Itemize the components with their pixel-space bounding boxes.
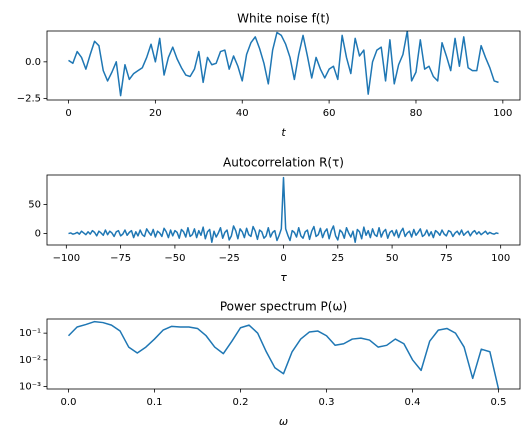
axes-frame <box>46 318 521 390</box>
x-tick-label: 0.5 <box>491 397 507 408</box>
x-axis-label: ω <box>279 415 288 428</box>
x-axis-label: τ <box>280 271 287 284</box>
chart-title: Autocorrelation R(τ) <box>223 156 344 170</box>
axes-frame <box>46 30 521 101</box>
x-tick-label: 0.1 <box>147 397 163 408</box>
y-tick-label: −2.5 <box>17 94 41 105</box>
data-line <box>68 31 499 97</box>
data-line <box>68 176 499 244</box>
x-tick-label: −75 <box>110 253 131 264</box>
x-tick-label: 20 <box>149 108 162 119</box>
y-tick-label: 50 <box>28 199 41 210</box>
x-tick-label: 0.0 <box>61 397 77 408</box>
x-tick-label: 25 <box>331 253 344 264</box>
x-tick-label: 100 <box>491 253 510 264</box>
chart-title: White noise f(t) <box>237 12 330 26</box>
data-line <box>67 320 500 389</box>
y-tick-label: 10⁻² <box>19 355 41 366</box>
chart-title: Power spectrum P(ω) <box>220 300 347 314</box>
y-tick-label: 10⁻³ <box>19 381 41 392</box>
x-tick-label: −25 <box>219 253 240 264</box>
x-tick-label: 80 <box>410 108 423 119</box>
x-tick-label: 0 <box>280 253 286 264</box>
y-tick-label: 10⁻¹ <box>19 328 41 339</box>
x-tick-label: 40 <box>236 108 249 119</box>
y-tick-label: 0.0 <box>25 57 41 68</box>
x-tick-label: 0.3 <box>319 397 335 408</box>
x-tick-label: 50 <box>386 253 399 264</box>
x-tick-label: 100 <box>493 108 512 119</box>
x-tick-label: 0 <box>65 108 71 119</box>
x-axis-label: t <box>281 126 286 139</box>
x-tick-label: −50 <box>164 253 185 264</box>
x-tick-label: −100 <box>53 253 80 264</box>
x-tick-label: 75 <box>440 253 453 264</box>
x-tick-label: 60 <box>323 108 336 119</box>
axes-frame <box>46 174 521 246</box>
y-tick-label: 0 <box>35 229 41 240</box>
x-tick-label: 0.4 <box>405 397 421 408</box>
x-tick-label: 0.2 <box>233 397 249 408</box>
